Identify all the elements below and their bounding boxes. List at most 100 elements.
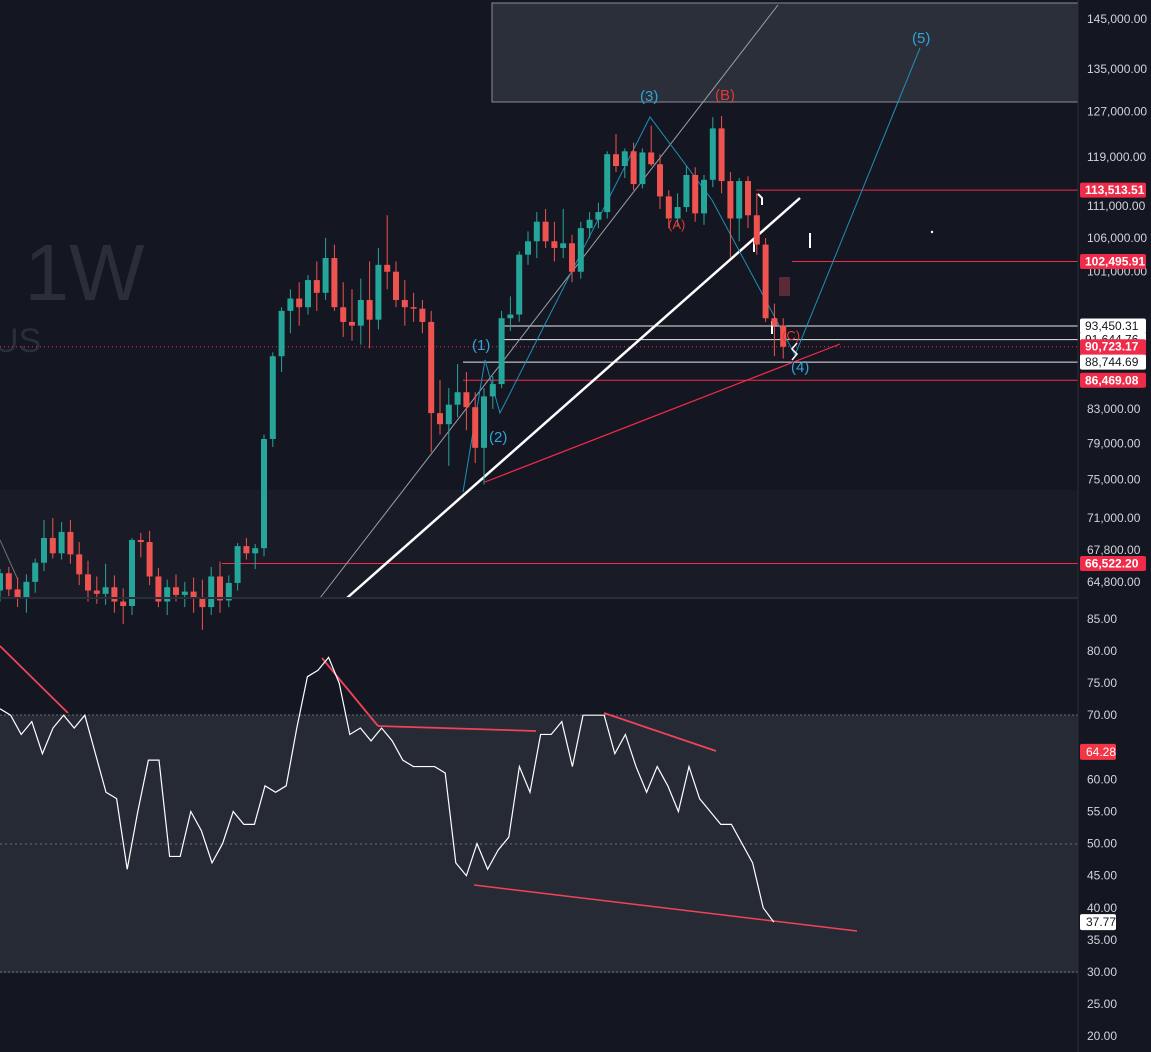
- bull-candle[interactable]: [498, 310, 505, 389]
- bear-candle[interactable]: [753, 193, 760, 255]
- bear-candle[interactable]: [771, 303, 778, 357]
- bull-candle[interactable]: [261, 434, 267, 557]
- bull-candle[interactable]: [533, 212, 540, 259]
- bull-candle[interactable]: [269, 352, 276, 447]
- bear-candle[interactable]: [5, 566, 12, 597]
- bear-candle[interactable]: [76, 542, 83, 586]
- bear-candle[interactable]: [428, 310, 435, 453]
- bear-candle[interactable]: [190, 577, 197, 613]
- bull-candle[interactable]: [32, 558, 39, 593]
- bear-candle[interactable]: [551, 221, 558, 262]
- bear-candle[interactable]: [542, 208, 549, 248]
- price-pane[interactable]: (1) (2) (3) (4) (5) (A) (B) (C): [0, 2, 1079, 630]
- bull-candle[interactable]: [577, 221, 584, 279]
- bear-candle[interactable]: [340, 282, 347, 337]
- bull-candle[interactable]: [736, 178, 743, 242]
- bear-candle[interactable]: [296, 282, 303, 326]
- bull-candle[interactable]: [604, 151, 611, 219]
- bear-candle[interactable]: [393, 261, 399, 308]
- bear-candle[interactable]: [217, 561, 223, 613]
- bear-candle[interactable]: [366, 261, 373, 349]
- bull-candle[interactable]: [454, 364, 461, 418]
- bull-candle[interactable]: [23, 574, 30, 613]
- bull-candle[interactable]: [507, 296, 514, 331]
- bear-candle[interactable]: [780, 318, 787, 359]
- bull-candle[interactable]: [709, 117, 716, 188]
- bull-candle[interactable]: [621, 148, 628, 179]
- bear-candle[interactable]: [146, 530, 153, 586]
- bear-candle[interactable]: [93, 576, 100, 604]
- bull-candle[interactable]: [595, 202, 602, 229]
- bull-candle[interactable]: [208, 566, 215, 615]
- bull-candle[interactable]: [516, 251, 523, 322]
- bull-candle[interactable]: [683, 166, 690, 213]
- price-axis[interactable]: [1078, 0, 1151, 1052]
- marker-hook[interactable]: [757, 193, 763, 205]
- bear-candle[interactable]: [243, 537, 250, 560]
- bull-candle[interactable]: [639, 148, 646, 189]
- divergence-line[interactable]: [377, 725, 537, 732]
- left-edge-line[interactable]: [0, 539, 19, 581]
- bull-candle[interactable]: [41, 519, 47, 572]
- bear-candle[interactable]: [745, 176, 751, 229]
- bear-candle[interactable]: [401, 280, 408, 326]
- bear-candle[interactable]: [120, 588, 127, 625]
- divergence-line[interactable]: [321, 657, 379, 727]
- bear-candle[interactable]: [137, 532, 144, 558]
- bull-candle[interactable]: [0, 569, 3, 602]
- bull-candle[interactable]: [58, 521, 65, 560]
- bear-candle[interactable]: [111, 575, 118, 613]
- divergence-line[interactable]: [473, 884, 858, 932]
- bull-candle[interactable]: [305, 275, 311, 315]
- bull-candle[interactable]: [234, 543, 241, 591]
- bull-candle[interactable]: [357, 278, 364, 345]
- bull-candle[interactable]: [322, 237, 329, 300]
- bear-candle[interactable]: [14, 577, 21, 608]
- divergence-line[interactable]: [603, 712, 717, 752]
- bear-candle[interactable]: [419, 299, 426, 334]
- bull-candle[interactable]: [278, 307, 285, 372]
- bear-candle[interactable]: [630, 142, 637, 191]
- bear-candle[interactable]: [331, 244, 338, 311]
- bull-candle[interactable]: [129, 537, 135, 615]
- bull-candle[interactable]: [225, 575, 232, 608]
- bear-candle[interactable]: [569, 234, 575, 283]
- bear-candle[interactable]: [49, 518, 56, 559]
- bear-candle[interactable]: [718, 116, 725, 194]
- bull-candle[interactable]: [181, 581, 188, 608]
- support-trendline[interactable]: [484, 343, 841, 483]
- bear-candle[interactable]: [410, 292, 417, 322]
- marker-squiggle[interactable]: [790, 342, 799, 361]
- bull-candle[interactable]: [375, 247, 382, 330]
- bear-candle[interactable]: [665, 190, 672, 229]
- bear-candle[interactable]: [472, 392, 479, 464]
- bear-candle[interactable]: [199, 579, 206, 630]
- bull-candle[interactable]: [525, 231, 531, 265]
- bear-candle[interactable]: [648, 125, 655, 167]
- bull-candle[interactable]: [586, 212, 593, 238]
- bear-candle[interactable]: [613, 134, 619, 172]
- main-trendline[interactable]: [346, 197, 801, 599]
- bear-candle[interactable]: [657, 154, 663, 209]
- bear-candle[interactable]: [762, 237, 769, 322]
- bull-candle[interactable]: [287, 289, 294, 334]
- bull-candle[interactable]: [481, 388, 487, 485]
- bear-candle[interactable]: [349, 289, 355, 341]
- bear-candle[interactable]: [727, 171, 734, 259]
- rsi-pane[interactable]: [0, 645, 1078, 973]
- bear-candle[interactable]: [437, 380, 443, 435]
- bear-candle[interactable]: [692, 167, 699, 222]
- bear-candle[interactable]: [384, 215, 391, 290]
- bear-candle[interactable]: [463, 371, 470, 431]
- bear-candle[interactable]: [173, 574, 179, 602]
- bull-candle[interactable]: [674, 193, 681, 227]
- bear-candle[interactable]: [313, 261, 320, 311]
- bear-candle[interactable]: [155, 567, 162, 608]
- divergence-line[interactable]: [0, 645, 69, 714]
- bull-candle[interactable]: [445, 388, 452, 466]
- bull-candle[interactable]: [701, 174, 707, 225]
- elliott-wave-path[interactable]: [462, 47, 921, 493]
- bear-candle[interactable]: [67, 519, 74, 564]
- bull-candle[interactable]: [252, 544, 259, 570]
- bull-candle[interactable]: [560, 208, 567, 259]
